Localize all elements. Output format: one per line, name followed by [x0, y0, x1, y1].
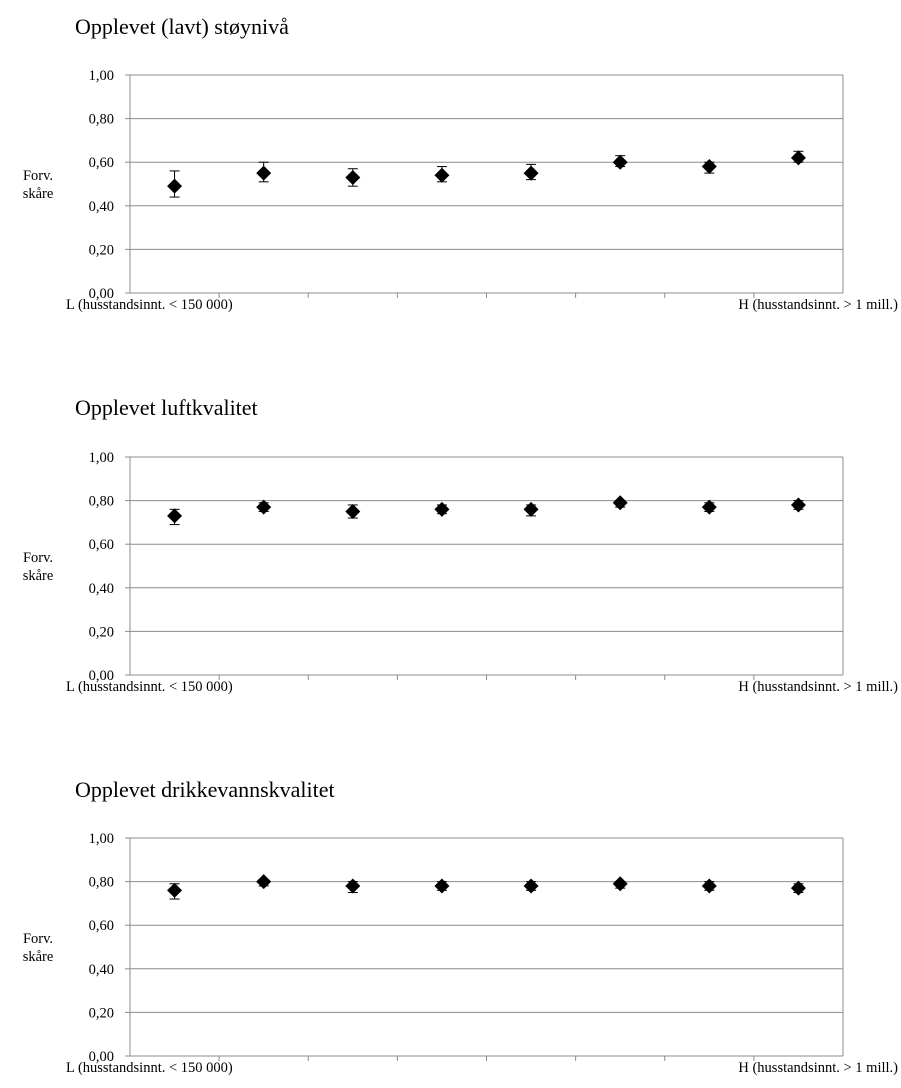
data-point — [523, 501, 539, 517]
y-tick-label: 0,60 — [89, 155, 114, 171]
y-axis-label: Forv. skåre — [23, 550, 54, 584]
data-point — [612, 876, 628, 892]
data-point — [256, 499, 272, 515]
data-point — [167, 178, 183, 194]
y-axis-label: Forv. skåre — [23, 168, 54, 202]
chart-1: Opplevet (lavt) støynivå 0,00 0,20 0,40 0,60… — [23, 14, 898, 313]
data-point — [612, 495, 628, 511]
y-tick-label: 0,40 — [89, 199, 114, 215]
data-point — [523, 878, 539, 894]
data-point — [701, 159, 717, 175]
data-point — [612, 154, 628, 170]
y-tick-label: 1,00 — [89, 831, 114, 847]
chart-title: Opplevet (lavt) støynivå — [75, 14, 289, 39]
data-point — [256, 165, 272, 181]
x-label-low: L (husstandsinnt. < 150 000) — [66, 297, 233, 313]
y-tick-label: 0,80 — [89, 112, 114, 128]
y-tick-label: 0,00 — [89, 668, 114, 684]
data-point — [345, 169, 361, 185]
y-tick-label: 0,60 — [89, 537, 114, 553]
data-point — [167, 882, 183, 898]
data-point — [523, 165, 539, 181]
chart-title: Opplevet drikkevannskvalitet — [75, 777, 335, 802]
data-point — [256, 874, 272, 890]
y-tick-label: 0,20 — [89, 242, 114, 258]
y-tick-label: 0,80 — [89, 875, 114, 891]
data-point — [701, 499, 717, 515]
y-tick-label: 0,80 — [89, 494, 114, 510]
chart-title: Opplevet luftkvalitet — [75, 395, 258, 420]
data-point — [790, 497, 806, 513]
x-label-high: H (husstandsinnt. > 1 mill.) — [738, 1060, 898, 1076]
data-point — [790, 880, 806, 896]
y-tick-label: 1,00 — [89, 68, 114, 84]
y-axis-label: Forv. skåre — [23, 931, 54, 965]
x-label-high: H (husstandsinnt. > 1 mill.) — [738, 297, 898, 313]
x-label-low: L (husstandsinnt. < 150 000) — [66, 679, 233, 695]
y-tick-label: 0,20 — [89, 1005, 114, 1021]
x-label-low: L (husstandsinnt. < 150 000) — [66, 1060, 233, 1076]
data-point — [790, 150, 806, 166]
chart-2: Opplevet luftkvalitet 0,00 0,20 0,40 0,60 0,8… — [23, 395, 898, 695]
y-tick-label: 0,00 — [89, 286, 114, 302]
data-point — [434, 878, 450, 894]
y-tick-label: 0,60 — [89, 918, 114, 934]
y-tick-label: 0,00 — [89, 1049, 114, 1065]
data-point — [167, 508, 183, 524]
y-tick-label: 0,40 — [89, 581, 114, 597]
data-point — [434, 501, 450, 517]
y-tick-label: 0,20 — [89, 624, 114, 640]
data-point — [701, 878, 717, 894]
data-point — [345, 878, 361, 894]
x-label-high: H (husstandsinnt. > 1 mill.) — [738, 679, 898, 695]
data-point — [345, 504, 361, 519]
y-tick-label: 1,00 — [89, 450, 114, 466]
data-point — [434, 167, 450, 183]
y-tick-label: 0,40 — [89, 962, 114, 978]
chart-3: Opplevet drikkevannskvalitet 0,00 0,20 0,40… — [23, 777, 898, 1076]
